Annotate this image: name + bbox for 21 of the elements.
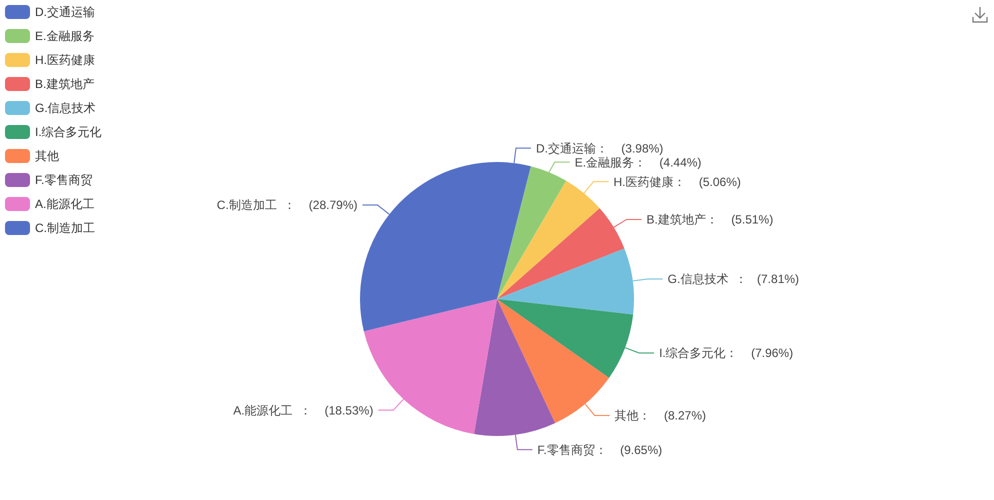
pie-slice bbox=[497, 299, 610, 424]
data-label: E.金融服务： (4.44%) bbox=[574, 155, 702, 170]
legend-label: E.金融服务 bbox=[35, 29, 94, 44]
legend-label: B.建筑地产 bbox=[35, 77, 94, 92]
data-label: 其他： (8.27%) bbox=[614, 408, 706, 423]
data-label: D.交通运输： (3.98%) bbox=[536, 141, 664, 156]
data-label: F.零售商贸： (9.65%) bbox=[537, 442, 662, 457]
data-label: C.制造加工 ： (28.79%) bbox=[216, 198, 358, 212]
data-label: I.综合多元化： (7.96%) bbox=[659, 346, 794, 360]
legend-label: G.信息技术 bbox=[35, 101, 96, 116]
legend-label: F.零售商贸 bbox=[35, 173, 92, 188]
legend-label: D.交通运输 bbox=[35, 5, 95, 20]
data-label: B.建筑地产： (5.51%) bbox=[646, 212, 774, 227]
legend-label: I.综合多元化 bbox=[35, 125, 102, 140]
legend-label: C.制造加工 bbox=[35, 221, 95, 236]
legend-label: A.能源化工 bbox=[35, 197, 94, 212]
data-label: A.能源化工 ： (18.53%) bbox=[233, 403, 374, 418]
data-label: H.医药健康： (5.06%) bbox=[614, 174, 741, 189]
legend-label: 其他 bbox=[35, 149, 59, 164]
data-label: G.信息技术 ： (7.81%) bbox=[668, 272, 800, 286]
legend-label: H.医药健康 bbox=[35, 53, 95, 68]
